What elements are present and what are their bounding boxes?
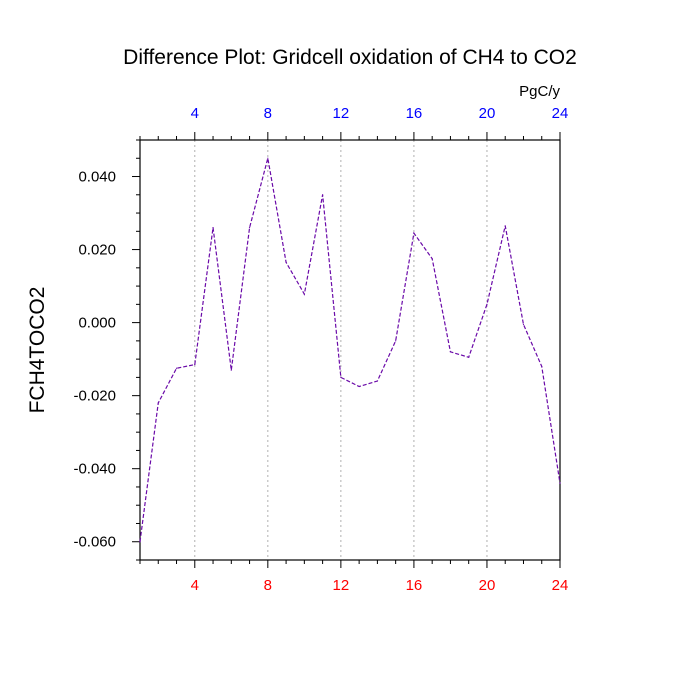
y-tick-label: 0.040 (78, 169, 116, 186)
data-point (541, 365, 543, 368)
x-tick-label-top: 4 (191, 105, 199, 122)
data-point (322, 194, 324, 196)
data-point (212, 227, 214, 229)
x-tick-label-top: 20 (479, 105, 496, 122)
x-tick-label-bottom: 8 (264, 577, 272, 594)
x-tick-label-bottom: 16 (406, 577, 423, 594)
data-point (285, 261, 287, 263)
x-tick-label-bottom: 12 (333, 577, 350, 594)
data-point (139, 541, 141, 543)
data-point (468, 356, 470, 358)
data-point (559, 482, 561, 484)
data-point (522, 323, 525, 326)
data-point (230, 369, 232, 371)
y-tick-label: 0.000 (78, 315, 116, 332)
data-point (157, 402, 159, 404)
chart-title: Difference Plot: Gridcell oxidation of C… (123, 46, 577, 69)
data-point (175, 367, 178, 369)
x-tick-label-bottom: 24 (552, 577, 569, 594)
y-tick-label: -0.020 (73, 388, 116, 405)
y-tick-label: 0.020 (78, 242, 116, 259)
y-tick-label: -0.040 (73, 461, 116, 478)
grid-lines (194, 140, 488, 560)
data-point (449, 351, 452, 353)
data-point (376, 380, 378, 382)
plot-area (139, 157, 561, 543)
data-point (486, 303, 488, 305)
data-point (303, 293, 305, 295)
x-tick-label-top: 12 (333, 105, 350, 122)
data-point (267, 157, 269, 159)
data-point (358, 385, 360, 388)
y-tick-label: -0.060 (73, 534, 116, 551)
data-point (248, 227, 251, 229)
data-point (194, 364, 196, 366)
x-tick-label-bottom: 4 (191, 577, 199, 594)
data-point (340, 376, 342, 378)
data-point (504, 225, 506, 227)
x-tick-label-bottom: 20 (479, 577, 496, 594)
x-tick-label-top: 24 (552, 105, 569, 122)
x-tick-label-top: 8 (264, 105, 272, 122)
axes: 4 4 8 8 12 12 16 16 20 20 24 24 -0.060 -0.040 -0.020 0.… (73, 105, 568, 594)
data-point (413, 232, 415, 234)
data-point (395, 340, 397, 342)
data-point (431, 258, 433, 260)
plot-frame (139, 139, 561, 561)
x-tick-label-top: 16 (406, 105, 423, 122)
series-line (139, 158, 561, 542)
y-axis-label: FCH4TOCO2 (26, 287, 49, 414)
units-label: PgC/y (519, 83, 560, 100)
